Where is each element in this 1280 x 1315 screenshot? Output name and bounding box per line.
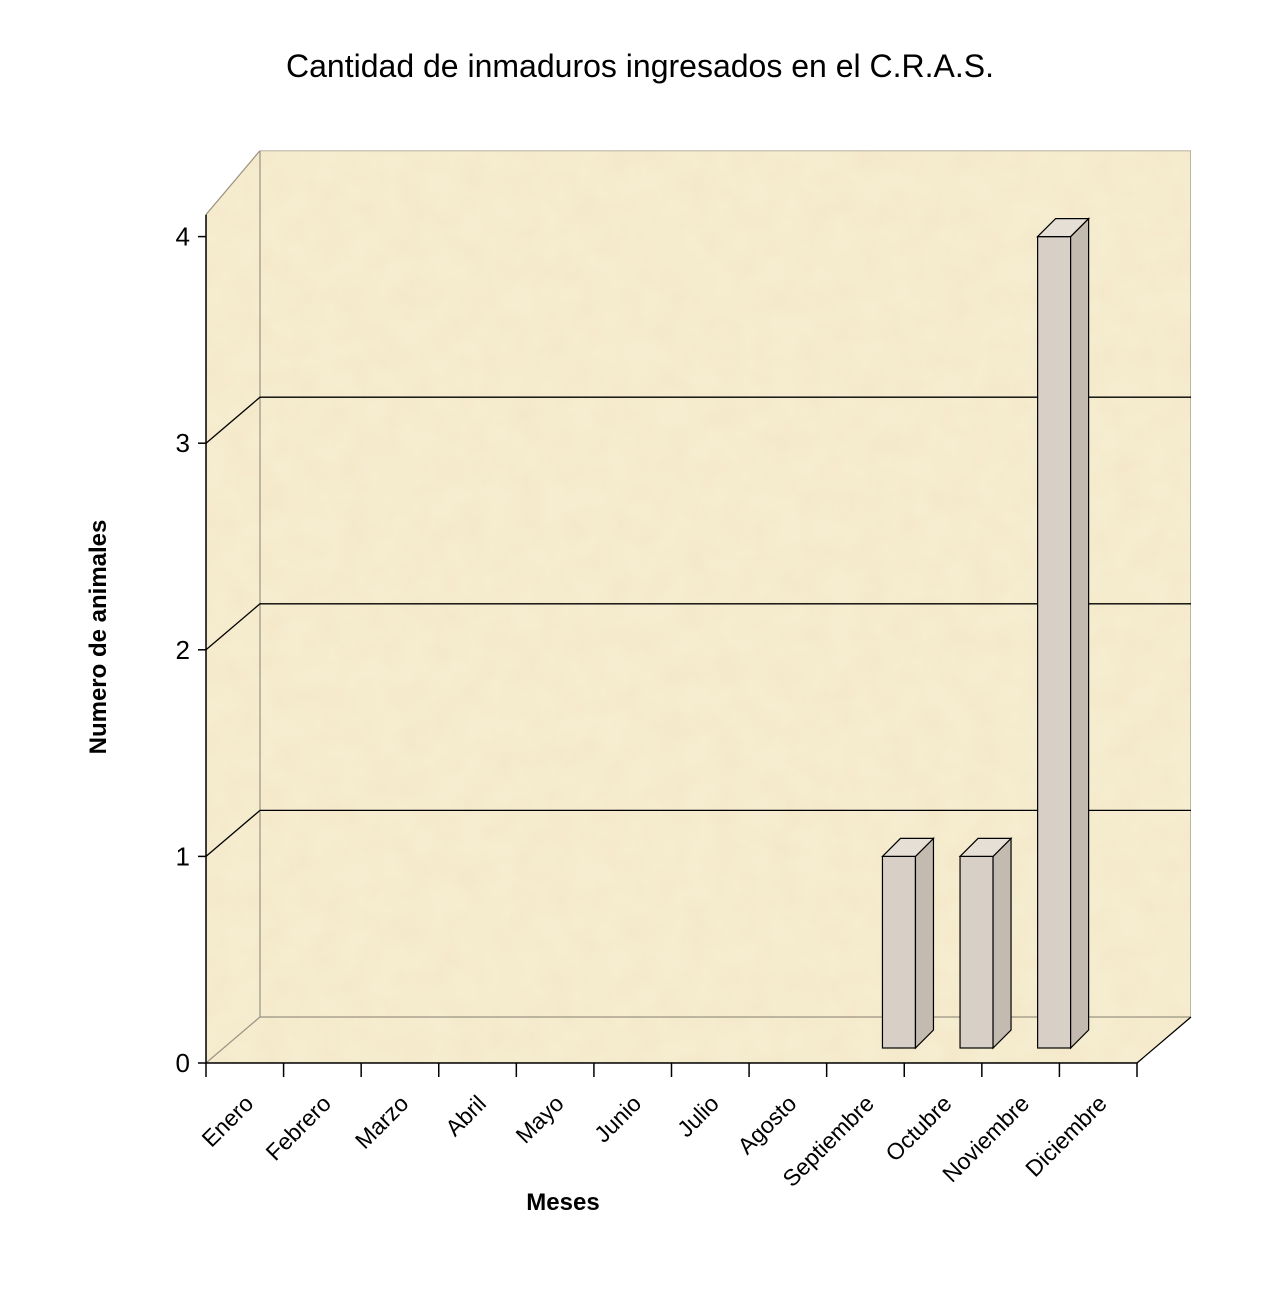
side-wall (205, 148, 261, 1065)
y-axis-title: Numero de animales (85, 520, 112, 755)
x-tick-labels: Enero Febrero Marzo Abril Mayo Junio Julio Agos… (197, 1090, 1112, 1192)
bar-front (1037, 236, 1072, 1049)
y-tick-labels: 0 1 2 3 4 (176, 222, 190, 1078)
x-tick-label: Agosto (732, 1090, 801, 1159)
floor-edge (1136, 1016, 1192, 1064)
x-tick-label: Enero (197, 1090, 259, 1152)
gridline (205, 396, 1191, 444)
back-wall (259, 150, 1192, 1018)
bar-top (1036, 218, 1091, 238)
bar-side (992, 836, 1012, 1050)
x-tick-label: Marzo (350, 1090, 414, 1154)
gridline (205, 809, 1191, 857)
y-tick-label: 3 (176, 428, 190, 458)
y-tick-label: 2 (176, 635, 190, 665)
chart-title: Cantidad de inmaduros ingresados en el C… (286, 48, 994, 84)
x-tick-label: Febrero (261, 1090, 336, 1165)
y-tick-label: 4 (176, 222, 190, 252)
x-tick-label: Julio (672, 1090, 724, 1142)
bar-side (914, 836, 935, 1050)
x-tick-label: Octubre (880, 1090, 956, 1166)
x-tick-label: Diciembre (1020, 1090, 1112, 1182)
bar (1036, 217, 1091, 1050)
x-tick-label: Mayo (511, 1090, 569, 1148)
y-tick-label: 0 (176, 1048, 190, 1078)
bar (958, 836, 1013, 1050)
bar-side (1070, 217, 1090, 1050)
bar (881, 836, 935, 1050)
bar-top (881, 837, 935, 858)
bar-top (958, 837, 1013, 858)
gridline (205, 603, 1191, 651)
bars (881, 217, 1091, 1050)
plot-walls (204, 148, 1193, 1065)
bar-front (959, 855, 994, 1049)
bar-front (881, 855, 917, 1049)
x-axis-title: Meses (526, 1189, 599, 1216)
gridlines (205, 396, 1191, 857)
x-tick-label: Junio (589, 1090, 646, 1147)
y-tick-label: 1 (176, 841, 190, 871)
x-tick-label: Abril (440, 1090, 491, 1141)
axes (198, 214, 1192, 1077)
